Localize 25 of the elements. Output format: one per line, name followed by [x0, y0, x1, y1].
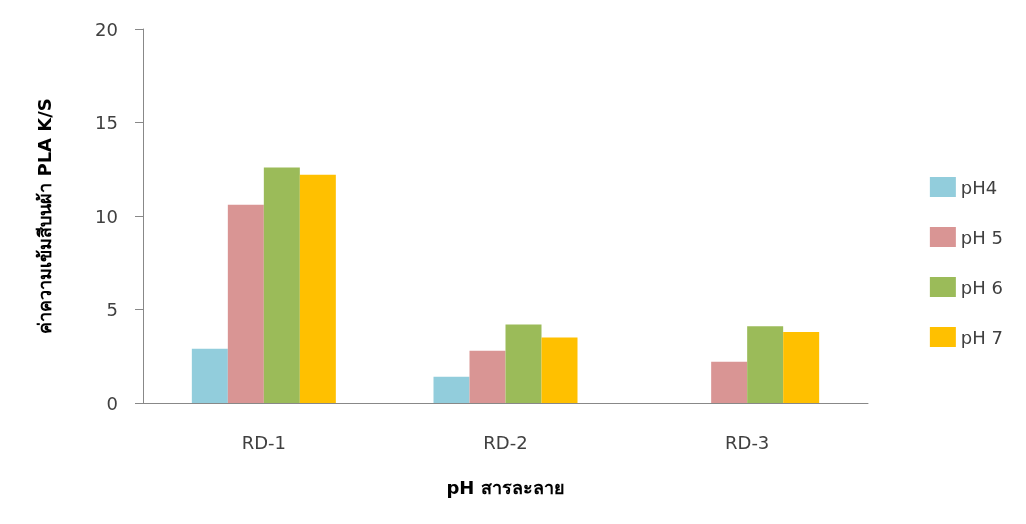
x-axis-title: pH สารละลาย	[446, 476, 565, 498]
y-tick-label: 15	[95, 112, 118, 133]
legend-label: pH 5	[960, 226, 1004, 248]
bar	[469, 350, 506, 403]
x-tick-label: RD-3	[725, 431, 770, 453]
bar	[505, 324, 542, 403]
legend-label: pH 6	[960, 276, 1004, 298]
bar	[541, 337, 578, 403]
bar	[299, 174, 336, 403]
y-tick-label: 10	[95, 205, 118, 227]
legend-label: pH4	[960, 176, 998, 198]
y-tick-label: 20	[95, 18, 118, 40]
y-tick-label: 5	[106, 299, 118, 320]
bar	[783, 331, 820, 403]
bar	[433, 376, 470, 403]
legend-label: pH 7	[960, 326, 1004, 348]
bar	[711, 361, 748, 403]
bar	[263, 167, 300, 403]
bar	[747, 326, 784, 403]
x-tick-label: RD-2	[483, 431, 528, 453]
bar	[227, 204, 264, 403]
bar	[191, 348, 228, 403]
y-tick-label: 0	[106, 392, 118, 414]
x-tick-label: RD-1	[241, 431, 286, 453]
y-axis-title: ค่าความเข้มสีบนผ้า PLA K/S	[33, 98, 55, 334]
